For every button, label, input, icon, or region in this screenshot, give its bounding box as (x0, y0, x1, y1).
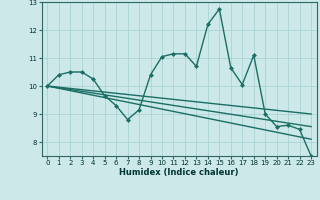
X-axis label: Humidex (Indice chaleur): Humidex (Indice chaleur) (119, 168, 239, 177)
